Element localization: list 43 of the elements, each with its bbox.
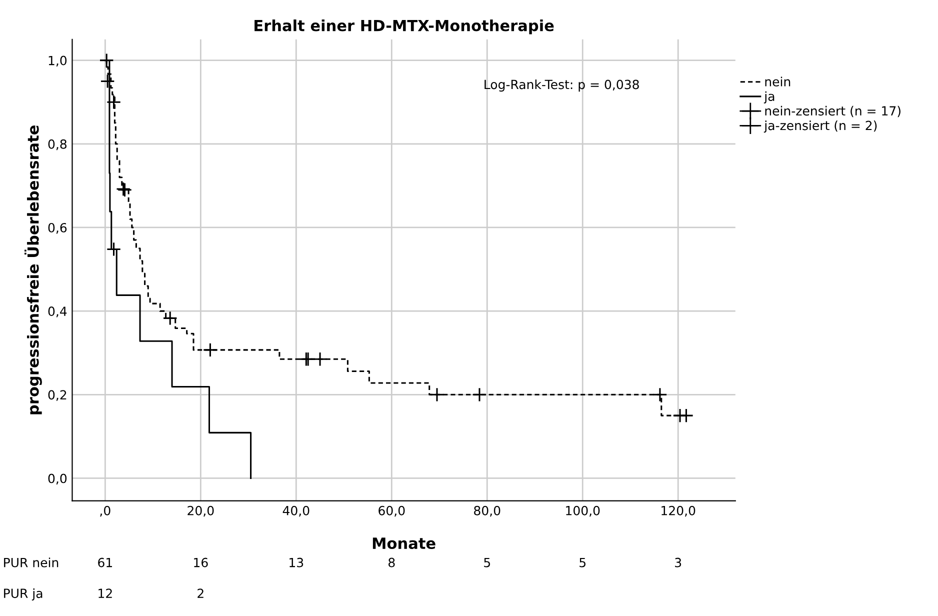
point xyxy=(472,387,487,402)
point xyxy=(678,408,694,423)
point xyxy=(106,94,122,110)
chart-title: Erhalt einer HD-MTX-Monotherapie xyxy=(254,19,554,34)
x-axis-title: Monate xyxy=(372,538,436,550)
y-tick-label: 0,2 xyxy=(48,390,66,401)
text: 16 xyxy=(194,558,208,568)
text: 2 xyxy=(198,588,204,598)
point xyxy=(202,342,218,358)
text: PUR ja xyxy=(4,588,42,600)
text: 12 xyxy=(98,588,112,598)
y-tick-label: 0,6 xyxy=(48,222,67,234)
legend-label: nein xyxy=(765,76,790,86)
y-tick-label: 0,8 xyxy=(48,139,67,150)
legend-label: ja xyxy=(764,91,774,104)
legend-label: ja-zensiert (n = 2) xyxy=(764,120,877,133)
y-tick-label: 0,4 xyxy=(48,306,67,318)
point xyxy=(106,242,122,257)
x-tick-label: ,0 xyxy=(100,506,110,517)
point xyxy=(162,310,178,326)
text: 13 xyxy=(290,558,304,568)
text: 3 xyxy=(675,558,682,568)
text: 61 xyxy=(98,558,112,568)
x-tick-label: 20,0 xyxy=(188,506,214,517)
point xyxy=(652,387,668,402)
y-tick-label: 1,0 xyxy=(48,56,67,67)
y-axis-title: progressionsfreie Überlebensrate xyxy=(24,125,42,414)
x-tick-label: 100,0 xyxy=(566,506,600,517)
text: 8 xyxy=(388,558,395,568)
legend-label: nein-zensiert (n = 17) xyxy=(765,106,900,118)
x-tick-label: 40,0 xyxy=(282,506,310,517)
x-tick-label: 80,0 xyxy=(474,506,500,517)
point xyxy=(100,74,115,89)
point xyxy=(430,387,444,402)
y-tick-label: 0,0 xyxy=(48,474,67,484)
x-tick-label: 60,0 xyxy=(378,506,405,517)
text: 5 xyxy=(484,558,490,568)
point xyxy=(99,52,114,68)
x-tick-label: 120,0 xyxy=(662,506,696,517)
point xyxy=(312,352,328,366)
annotation: Log-Rank-Test: p = 0,038 xyxy=(484,80,639,92)
text: 5 xyxy=(580,558,586,568)
text: PUR nein xyxy=(4,558,58,568)
